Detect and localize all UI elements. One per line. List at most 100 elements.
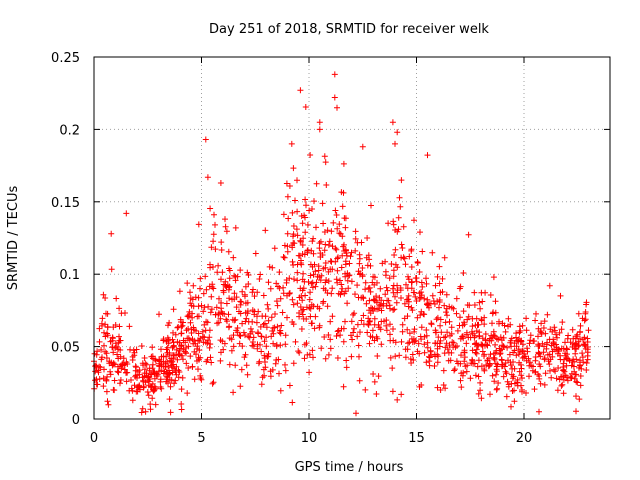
data-point: [383, 322, 390, 329]
data-point: [206, 327, 213, 334]
data-point: [222, 216, 228, 223]
data-point: [320, 285, 327, 292]
data-point: [173, 371, 180, 378]
data-point: [247, 325, 254, 332]
data-point: [473, 346, 480, 353]
data-point: [323, 182, 330, 188]
data-point: [552, 368, 559, 375]
data-point: [371, 274, 378, 281]
data-point: [121, 366, 128, 373]
data-point: [516, 359, 523, 366]
data-point: [453, 295, 460, 302]
data-point: [110, 349, 117, 356]
data-point: [299, 297, 306, 304]
data-point: [413, 298, 420, 304]
data-point: [574, 379, 581, 386]
data-point: [187, 295, 194, 302]
data-point: [356, 377, 363, 384]
data-point: [136, 367, 143, 374]
data-point: [491, 355, 498, 362]
data-point: [252, 250, 259, 257]
data-point: [140, 383, 147, 390]
data-point: [187, 353, 194, 360]
data-point: [147, 406, 154, 413]
data-point: [459, 333, 466, 340]
data-point: [411, 289, 418, 296]
data-point: [459, 333, 465, 340]
data-point: [342, 318, 348, 325]
data-point: [557, 292, 564, 299]
data-point: [530, 338, 537, 345]
data-point: [557, 352, 563, 359]
data-point: [204, 174, 211, 181]
data-point: [218, 305, 225, 312]
data-point: [401, 255, 408, 262]
data-point: [432, 282, 439, 289]
data-point: [146, 376, 153, 382]
data-point: [269, 366, 276, 373]
data-point: [315, 263, 322, 270]
data-point: [378, 307, 385, 314]
data-point: [583, 367, 590, 373]
data-point: [307, 305, 314, 312]
data-point: [218, 247, 225, 253]
data-point: [230, 332, 237, 339]
data-point: [244, 371, 251, 378]
data-point: [343, 252, 350, 259]
data-point: [507, 321, 514, 328]
data-point: [233, 304, 240, 311]
data-point: [415, 340, 422, 347]
data-point: [392, 140, 398, 147]
data-point: [200, 290, 207, 297]
data-point: [362, 386, 369, 393]
data-point: [242, 300, 249, 307]
data-point: [165, 322, 171, 329]
data-point: [239, 320, 246, 327]
data-point: [208, 244, 215, 251]
x-tick-label: 5: [197, 431, 205, 446]
data-point: [96, 338, 103, 345]
data-point: [212, 246, 219, 253]
data-point: [389, 388, 396, 395]
data-point: [393, 299, 400, 306]
data-point: [443, 291, 450, 298]
data-point: [337, 332, 344, 339]
data-point: [494, 368, 500, 375]
data-point: [427, 348, 434, 355]
data-point: [432, 340, 439, 347]
data-point: [190, 324, 197, 331]
data-point: [212, 221, 218, 228]
data-point: [250, 343, 257, 350]
data-point: [311, 325, 318, 332]
data-point: [575, 310, 582, 317]
data-point: [506, 351, 513, 358]
y-tick-label: 0.25: [51, 51, 80, 66]
plot-frame: [93, 56, 611, 420]
data-point: [249, 307, 256, 314]
data-point: [579, 350, 586, 357]
data-point: [329, 285, 336, 292]
data-point: [217, 357, 224, 364]
data-point: [325, 278, 332, 285]
data-point: [282, 341, 289, 348]
data-point: [582, 316, 589, 323]
data-point: [531, 386, 538, 393]
data-point: [230, 254, 237, 261]
data-point: [175, 367, 182, 374]
data-point: [527, 337, 534, 344]
data-point: [299, 276, 306, 283]
data-point: [448, 304, 455, 311]
data-point: [354, 333, 361, 340]
data-point: [436, 304, 442, 311]
data-point: [437, 387, 444, 393]
data-point: [568, 375, 575, 381]
data-point: [352, 291, 358, 298]
data-point: [325, 268, 332, 275]
data-point: [149, 395, 156, 402]
data-point: [332, 258, 339, 265]
data-point: [519, 387, 525, 393]
data-point: [352, 247, 359, 254]
data-point: [423, 359, 430, 366]
data-point: [134, 375, 140, 381]
